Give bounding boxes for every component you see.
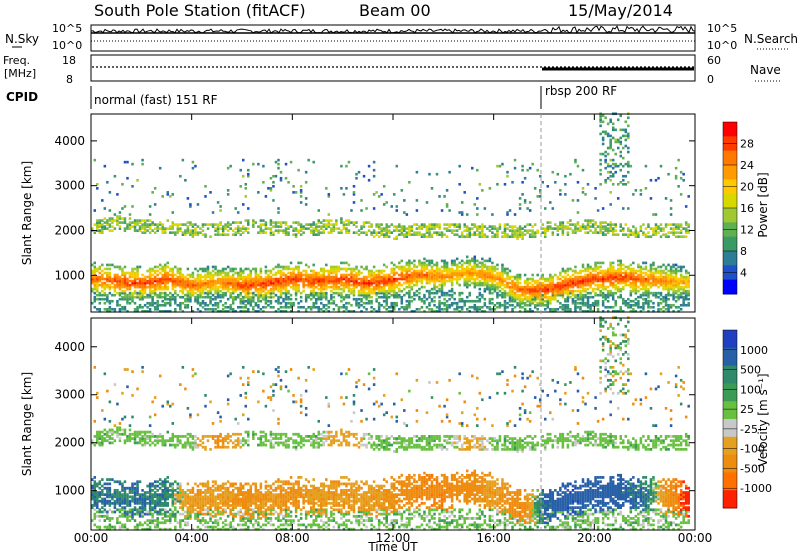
y-tick-label: 3000 [54, 388, 85, 402]
freq-panel: Freq. [MHz] 18 8 60 0 Nave [3, 54, 781, 86]
freq-label: Freq. [3, 54, 30, 67]
colorbar-tick-label: 1000 [740, 344, 768, 357]
nsky-left-tick-bottom: 10^0 [52, 39, 82, 52]
colorbar-tick-label: 24 [740, 159, 754, 172]
colorbar-tick-label: 28 [740, 138, 754, 151]
colorbar-tick-label: -1000 [740, 482, 772, 495]
velocity-colorbar: 1000 500 100 25 -25 -100 -500 -1000 [722, 329, 772, 509]
velocity-y-ticks: 1000 2000 3000 4000 [54, 340, 695, 498]
cpid-mode-normal: normal (fast) 151 RF [94, 93, 218, 107]
colorbar-tick-label: 8 [740, 245, 747, 258]
y-tick-label: 4000 [54, 340, 85, 354]
colorbar-tick-label: 16 [740, 202, 754, 215]
power-y-ticks: 1000 2000 3000 4000 [54, 134, 695, 282]
x-tick-label: 04:00 [174, 531, 209, 545]
colorbar-tick-label: -25 [740, 423, 758, 436]
nave-label: Nave [750, 63, 781, 77]
power-y-axis-label: Slant Range [km] [20, 161, 34, 265]
nsky-label: N.Sky [5, 32, 39, 46]
cpid-mode-rbsp: rbsp 200 RF [545, 84, 617, 98]
nsky-trace [90, 25, 696, 42]
colorbar-tick-label: 20 [740, 181, 754, 194]
freq-right-tick-top: 60 [707, 54, 721, 67]
nsky-panel: N.Sky 10^5 10^0 10^5 10^0 N.Search [5, 22, 798, 52]
colorbar-tick-label: 4 [740, 267, 747, 280]
colorbar-tick-label: 500 [740, 364, 761, 377]
y-tick-label: 2000 [54, 436, 85, 450]
cpid-panel: CPID normal (fast) 151 RF rbsp 200 RF [6, 84, 617, 109]
nsky-left-tick-top: 10^5 [52, 22, 82, 35]
x-axis-ticks: 00:00 04:00 08:00 12:00 16:00 20:00 00:00 [74, 114, 713, 545]
date-label: 15/May/2014 [568, 1, 673, 20]
x-tick-label: 12:00 [376, 531, 411, 545]
y-tick-label: 1000 [54, 268, 85, 282]
colorbar-tick-label: 25 [740, 403, 754, 416]
x-tick-label: 08:00 [275, 531, 310, 545]
x-tick-label: 00:00 [74, 531, 109, 545]
velocity-colorbar-title: Velocity [m s⁻¹] [756, 373, 770, 466]
station-title: South Pole Station (fitACF) [94, 1, 306, 20]
colorbar-tick-label: -500 [740, 462, 765, 475]
velocity-panel: 1000 2000 3000 4000 Slant Range [km] [20, 316, 696, 531]
y-tick-label: 4000 [54, 134, 85, 148]
x-tick-label: 00:00 [678, 531, 713, 545]
x-tick-label: 16:00 [476, 531, 511, 545]
beam-label: Beam 00 [359, 1, 431, 20]
colorbar-tick-label: -100 [740, 443, 765, 456]
velocity-y-axis-label: Slant Range [km] [20, 372, 34, 476]
x-axis-label: Time UT [367, 540, 418, 554]
freq-unit-label: [MHz] [4, 67, 36, 80]
power-panel: 1000 2000 3000 4000 Slant Range [km] [20, 112, 696, 313]
power-colorbar: 28 24 20 16 12 8 4 [722, 121, 754, 295]
power-colorbar-title: Power [dB] [756, 172, 770, 237]
freq-left-tick-top: 18 [62, 54, 76, 67]
colorbar-tick-label: 100 [740, 383, 761, 396]
cpid-label: CPID [6, 90, 38, 104]
x-tick-label: 20:00 [577, 531, 612, 545]
nsky-right-tick-top: 10^5 [707, 22, 737, 35]
nsearch-label: N.Search [744, 32, 798, 46]
freq-right-tick-bottom: 0 [707, 73, 714, 86]
velocity-heatmap [91, 316, 690, 531]
nsky-right-tick-bottom: 10^0 [707, 39, 737, 52]
colorbar-tick-label: 12 [740, 224, 754, 237]
y-tick-label: 3000 [54, 179, 85, 193]
power-heatmap [91, 112, 690, 313]
y-tick-label: 2000 [54, 223, 85, 237]
freq-left-tick-bottom: 8 [66, 73, 73, 86]
y-tick-label: 1000 [54, 484, 85, 498]
